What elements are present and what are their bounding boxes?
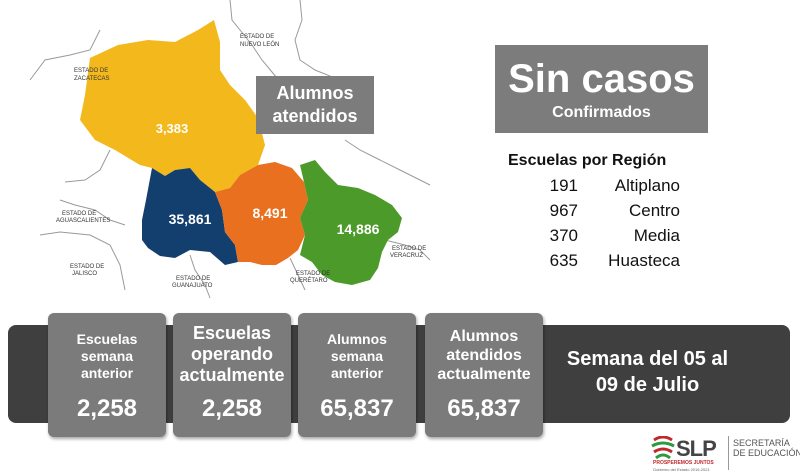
map-value-media: 8,491 — [252, 205, 287, 221]
card-label-line: operando — [190, 344, 273, 364]
state-map: 3,383 35,861 8,491 14,886 ESTADO DE NUEV… — [29, 0, 431, 299]
tag-line-1: Alumnos — [276, 83, 354, 103]
secretaria-logo: SECRETARÍA DE EDUCACIÓN — [733, 438, 800, 458]
region-count: 967 — [549, 201, 578, 220]
label-queretaro-2: QUERÉTARO — [290, 277, 328, 284]
card-value: 2,258 — [76, 395, 138, 422]
region-huasteca — [300, 160, 402, 285]
status-title: Sin casos — [508, 57, 695, 101]
label-nuevo-leon-2: NUEVO LEÓN — [240, 41, 279, 48]
region-row: 635 Huasteca — [520, 251, 680, 275]
footer-divider — [728, 436, 729, 470]
map-value-centro: 35,861 — [169, 211, 212, 227]
label-nuevo-leon-1: ESTADO DE — [240, 34, 274, 40]
map-value-altiplano: 3,383 — [156, 121, 189, 136]
slp-slogan-sub: Gobierno del Estado 2015-2021 — [653, 467, 710, 472]
label-queretaro-1: ESTADO DE — [296, 271, 330, 277]
card-value: 65,837 — [320, 395, 394, 422]
card-value: 65,837 — [447, 395, 521, 422]
tag-line-2: atendidos — [272, 106, 358, 126]
slp-emblem-icon — [651, 435, 675, 460]
label-aguascalientes-1: ESTADO DE — [62, 211, 96, 217]
week-label: Semana del 05 al 09 de Julio — [555, 346, 740, 398]
region-count: 370 — [549, 226, 578, 245]
card-label-line: actualmente — [179, 365, 285, 385]
region-altiplano — [80, 20, 265, 192]
region-media — [215, 162, 308, 265]
neighbor-borders — [29, 0, 431, 299]
stat-card-alumnos-anterior: Alumnos semana anterior 65,837 — [298, 313, 416, 437]
region-count: 191 — [549, 176, 578, 195]
card-label-line: Escuelas — [192, 323, 272, 343]
region-centro — [142, 168, 238, 265]
map-value-huasteca: 14,886 — [337, 221, 380, 237]
secretaria-line-2: DE EDUCACIÓN — [733, 448, 800, 458]
region-name: Centro — [628, 201, 680, 220]
label-guanajuato-1: ESTADO DE — [176, 276, 210, 282]
label-aguascalientes-2: AGUASCALIENTES — [56, 218, 110, 224]
region-name: Huasteca — [608, 251, 680, 270]
label-zacatecas-2: ZACATECAS — [74, 76, 110, 82]
slp-brand: SLP — [676, 436, 717, 461]
region-name: Altiplano — [614, 176, 680, 195]
stat-card-escuelas-anterior: Escuelas semana anterior 2,258 — [48, 313, 166, 437]
secretaria-line-1: SECRETARÍA — [733, 438, 790, 448]
stat-card-alumnos-actual: Alumnos atendidos actualmente 65,837 — [425, 313, 543, 437]
slp-slogan: PROSPEREMOS JUNTOS — [653, 460, 714, 466]
card-label-line: anterior — [330, 365, 384, 381]
footer-logos: SLP PROSPEREMOS JUNTOS Gobierno del Esta… — [650, 435, 800, 476]
status-subtitle: Confirmados — [552, 104, 651, 121]
region-count: 635 — [549, 251, 578, 270]
region-row: 191 Altiplano — [520, 176, 680, 200]
week-line-2: 09 de Julio — [595, 374, 700, 396]
week-line-1: Semana del 05 al — [566, 348, 729, 370]
label-guanajuato-2: GUANAJUATO — [172, 283, 213, 289]
regions-title: Escuelas por Región — [508, 152, 667, 169]
label-veracruz-2: VERACRUZ — [390, 253, 423, 259]
card-label-line: semana — [80, 348, 134, 364]
stat-card-escuelas-actual: Escuelas operando actualmente 2,258 — [173, 313, 291, 437]
card-label-line: Alumnos — [449, 328, 519, 345]
card-label-line: Escuelas — [76, 331, 138, 347]
card-label-line: atendidos — [446, 347, 522, 364]
slp-logo: SLP PROSPEREMOS JUNTOS Gobierno del Esta… — [650, 435, 720, 476]
alumnos-atendidos-tag: Alumnos atendidos — [256, 76, 374, 134]
card-label-line: Alumnos — [327, 331, 387, 347]
region-row: 370 Media — [520, 226, 680, 250]
label-veracruz-1: ESTADO DE — [392, 246, 426, 252]
card-value: 2,258 — [201, 395, 263, 422]
label-jalisco-1: ESTADO DE — [70, 264, 104, 270]
card-label-line: actualmente — [437, 366, 531, 383]
card-label-line: anterior — [80, 365, 134, 381]
status-box: Sin casos Confirmados — [495, 45, 708, 133]
label-jalisco-2: JALISCO — [72, 271, 97, 277]
label-zacatecas-1: ESTADO DE — [74, 68, 108, 74]
region-row: 967 Centro — [520, 201, 680, 225]
region-name: Media — [633, 226, 680, 245]
card-label-line: semana — [330, 348, 384, 364]
